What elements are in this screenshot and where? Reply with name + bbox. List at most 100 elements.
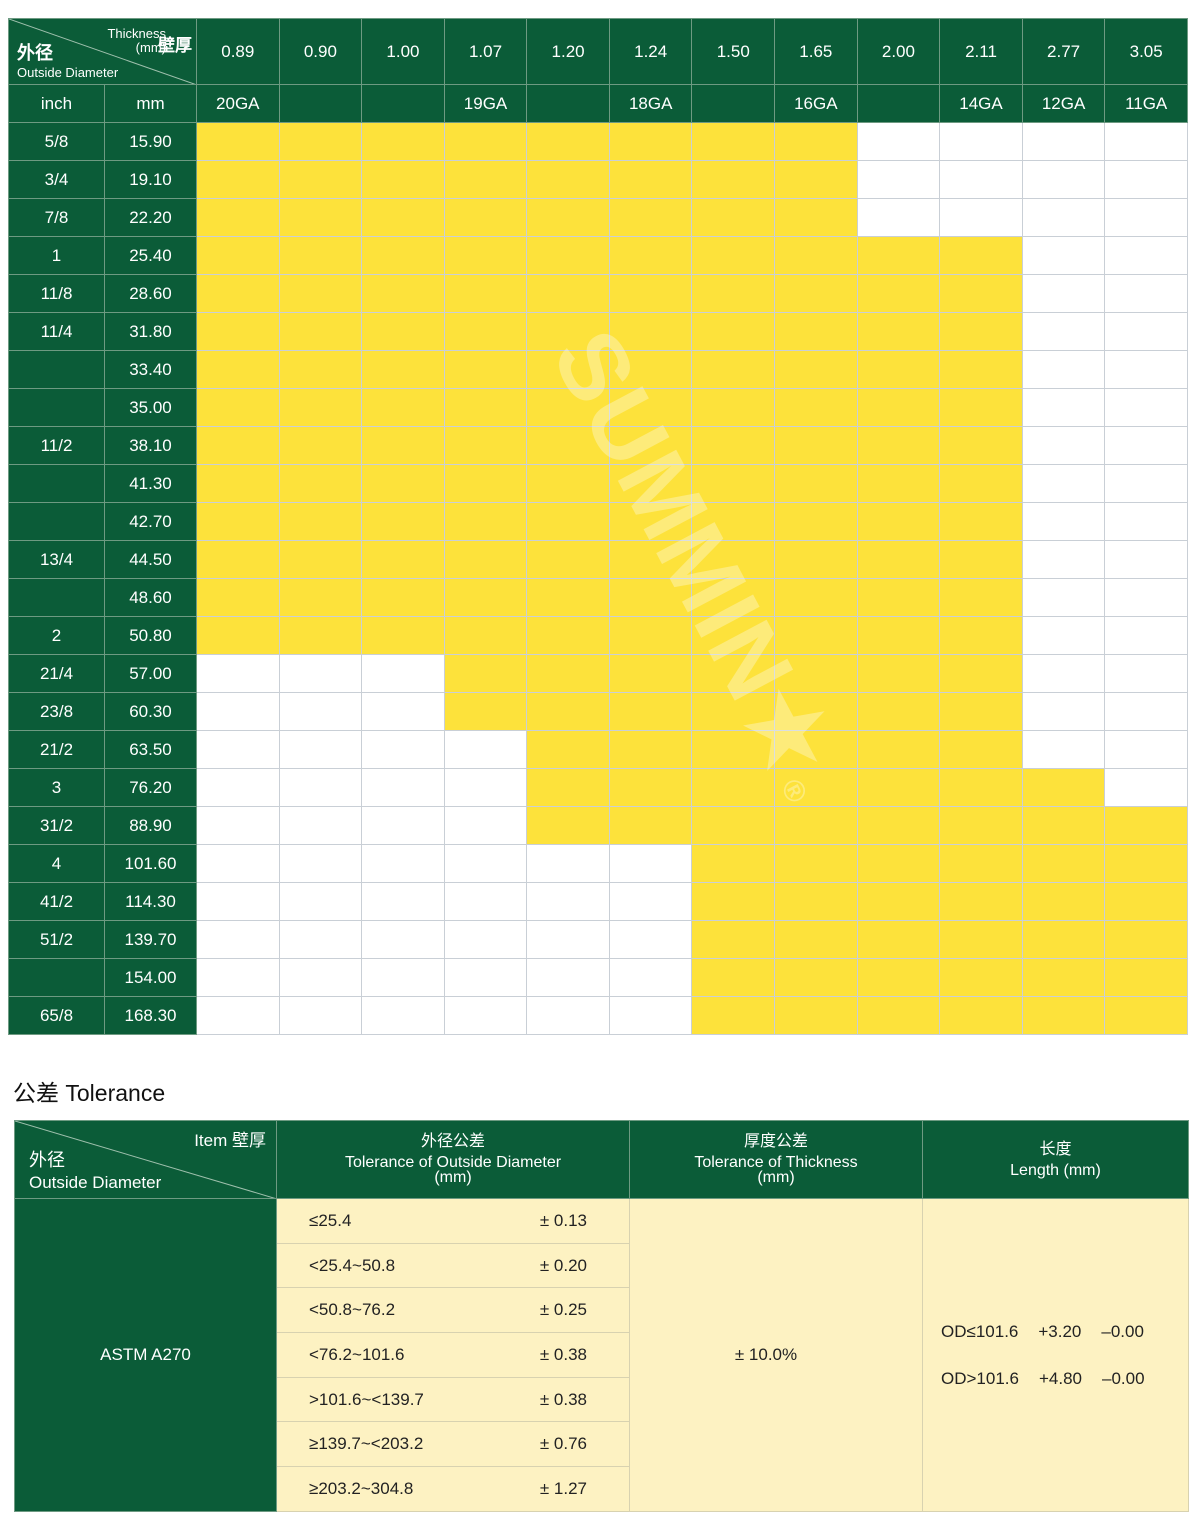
header-zh: 外径公差 bbox=[420, 1133, 485, 1150]
tolerance-row: ≥139.7~<203.2 ± 0.76 bbox=[15, 1421, 1189, 1468]
unavailable-cell bbox=[1104, 654, 1188, 693]
od-mm-cell: 42.70 bbox=[104, 502, 197, 541]
unavailable-cell bbox=[526, 920, 610, 959]
available-cell bbox=[691, 502, 776, 541]
table-row: 33.40 bbox=[8, 350, 1188, 389]
available-cell bbox=[691, 692, 776, 731]
tolerance-row: ASTM A270 ≤25.4 ± 0.13 ± 10.0% OD≤101.6 +3.20… bbox=[14, 1198, 1189, 1512]
available-cell bbox=[691, 350, 776, 389]
available-cell bbox=[856, 730, 941, 769]
table-row: 5/8 15.90 bbox=[8, 122, 1188, 161]
available-cell bbox=[856, 958, 941, 997]
od-inch-cell: 11/2 bbox=[8, 426, 105, 465]
available-cell bbox=[1021, 996, 1106, 1035]
available-cell bbox=[774, 160, 858, 199]
available-cell bbox=[443, 160, 528, 199]
unavailable-cell bbox=[1021, 274, 1106, 313]
available-cell bbox=[774, 122, 858, 161]
length-minus: –0.00 bbox=[1101, 1321, 1144, 1341]
unavailable-cell bbox=[196, 844, 280, 883]
available-cell bbox=[526, 236, 610, 275]
available-cell bbox=[361, 502, 445, 541]
unavailable-cell bbox=[278, 882, 363, 921]
standard-cell: ASTM A270 bbox=[14, 1198, 277, 1512]
unavailable-cell bbox=[939, 198, 1023, 237]
od-range: ≤25.4 bbox=[309, 1210, 352, 1230]
header-unit: (mm) bbox=[434, 1169, 472, 1186]
unavailable-cell bbox=[278, 844, 363, 883]
od-tolerance-cell: <50.8~76.2 ± 0.25 bbox=[276, 1287, 630, 1334]
od-inch-cell: 3/4 bbox=[8, 160, 105, 199]
unavailable-cell bbox=[526, 958, 610, 997]
available-cell bbox=[526, 578, 610, 617]
unavailable-cell bbox=[1104, 274, 1188, 313]
available-cell bbox=[691, 236, 776, 275]
od-inch-cell bbox=[8, 388, 105, 427]
od-tolerance-value: ± 0.38 bbox=[539, 1389, 587, 1409]
available-cell bbox=[691, 882, 776, 921]
unavailable-cell bbox=[196, 730, 280, 769]
unavailable-cell bbox=[196, 806, 280, 845]
available-cell bbox=[939, 996, 1023, 1035]
available-cell bbox=[774, 426, 858, 465]
unavailable-cell bbox=[361, 806, 445, 845]
available-cell bbox=[1104, 920, 1188, 959]
od-mm-cell: 28.60 bbox=[104, 274, 197, 313]
available-cell bbox=[774, 768, 858, 807]
available-cell bbox=[856, 312, 941, 351]
unavailable-cell bbox=[1021, 236, 1106, 275]
available-cell bbox=[526, 616, 610, 655]
available-cell bbox=[361, 540, 445, 579]
od-mm-cell: 25.40 bbox=[104, 236, 197, 275]
available-cell bbox=[361, 160, 445, 199]
gauge-header bbox=[526, 84, 610, 123]
available-cell bbox=[774, 464, 858, 503]
available-cell bbox=[691, 920, 776, 959]
available-cell bbox=[443, 578, 528, 617]
available-cell bbox=[939, 806, 1023, 845]
corner-thickness-unit: (mm) bbox=[135, 40, 166, 55]
available-cell bbox=[691, 578, 776, 617]
header-zh: 厚度公差 bbox=[743, 1133, 808, 1150]
unavailable-cell bbox=[1021, 730, 1106, 769]
available-cell bbox=[1021, 920, 1106, 959]
available-cell bbox=[691, 616, 776, 655]
od-range: <76.2~101.6 bbox=[309, 1344, 405, 1364]
length-minus: –0.00 bbox=[1102, 1368, 1145, 1388]
unavailable-cell bbox=[278, 654, 363, 693]
available-cell bbox=[196, 502, 280, 541]
unavailable-cell bbox=[1021, 350, 1106, 389]
unavailable-cell bbox=[1104, 578, 1188, 617]
available-cell bbox=[691, 122, 776, 161]
gauge-header bbox=[361, 84, 445, 123]
available-cell bbox=[608, 122, 693, 161]
available-cell bbox=[196, 160, 280, 199]
available-cell bbox=[278, 502, 363, 541]
unavailable-cell bbox=[1104, 160, 1188, 199]
unavailable-cell bbox=[1104, 730, 1188, 769]
available-cell bbox=[196, 578, 280, 617]
available-cell bbox=[443, 198, 528, 237]
od-mm-cell: 114.30 bbox=[104, 882, 197, 921]
od-inch-cell bbox=[8, 958, 105, 997]
od-inch-cell bbox=[8, 578, 105, 617]
available-cell bbox=[856, 654, 941, 693]
available-cell bbox=[608, 426, 693, 465]
unavailable-cell bbox=[1021, 388, 1106, 427]
unavailable-cell bbox=[196, 958, 280, 997]
available-cell bbox=[196, 540, 280, 579]
thickness-header: 1.50 bbox=[691, 18, 776, 85]
header-gauge-row: inch mm 20GA 19GA 18GA 16GA 14GA 12GA 11GA bbox=[8, 84, 1188, 123]
unavailable-cell bbox=[361, 692, 445, 731]
thickness-header: 1.00 bbox=[361, 18, 445, 85]
unavailable-cell bbox=[196, 882, 280, 921]
thickness-header: 0.89 bbox=[196, 18, 280, 85]
unavailable-cell bbox=[1021, 692, 1106, 731]
available-cell bbox=[526, 350, 610, 389]
unavailable-cell bbox=[443, 958, 528, 997]
length-od: OD>101.6 bbox=[941, 1368, 1019, 1388]
od-mm-cell: 44.50 bbox=[104, 540, 197, 579]
available-cell bbox=[196, 426, 280, 465]
table-row: 41.30 bbox=[8, 464, 1188, 503]
available-cell bbox=[608, 160, 693, 199]
